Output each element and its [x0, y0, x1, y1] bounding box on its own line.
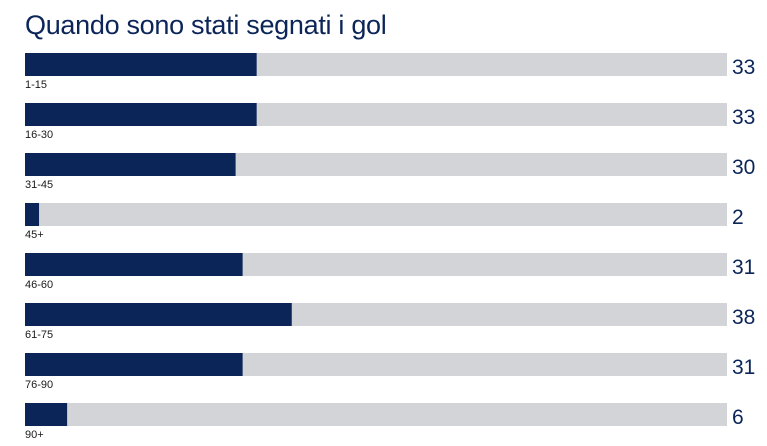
category-label: 45+ — [25, 229, 44, 241]
data-label: 33 — [732, 106, 755, 129]
category-label: 1-15 — [25, 79, 47, 91]
bar — [25, 153, 236, 176]
bar — [25, 353, 243, 376]
bar-track — [25, 403, 727, 426]
bar — [25, 203, 40, 226]
data-label: 31 — [732, 256, 755, 279]
bar-track — [25, 203, 727, 226]
bar — [25, 303, 292, 326]
bar — [25, 53, 257, 76]
category-label: 16-30 — [25, 129, 53, 141]
category-label: 46-60 — [25, 279, 53, 291]
category-label: 90+ — [25, 429, 44, 441]
chart-title: Quando sono stati segnati i gol — [25, 10, 387, 40]
data-label: 33 — [732, 56, 755, 79]
data-label: 31 — [732, 356, 755, 379]
bar — [25, 403, 68, 426]
category-label: 31-45 — [25, 179, 53, 191]
data-label: 38 — [732, 306, 755, 329]
data-label: 30 — [732, 156, 755, 179]
bar — [25, 253, 243, 276]
data-label: 6 — [732, 406, 744, 429]
category-label: 76-90 — [25, 379, 53, 391]
category-label: 61-75 — [25, 329, 53, 341]
bar — [25, 103, 257, 126]
data-label: 2 — [732, 206, 744, 229]
